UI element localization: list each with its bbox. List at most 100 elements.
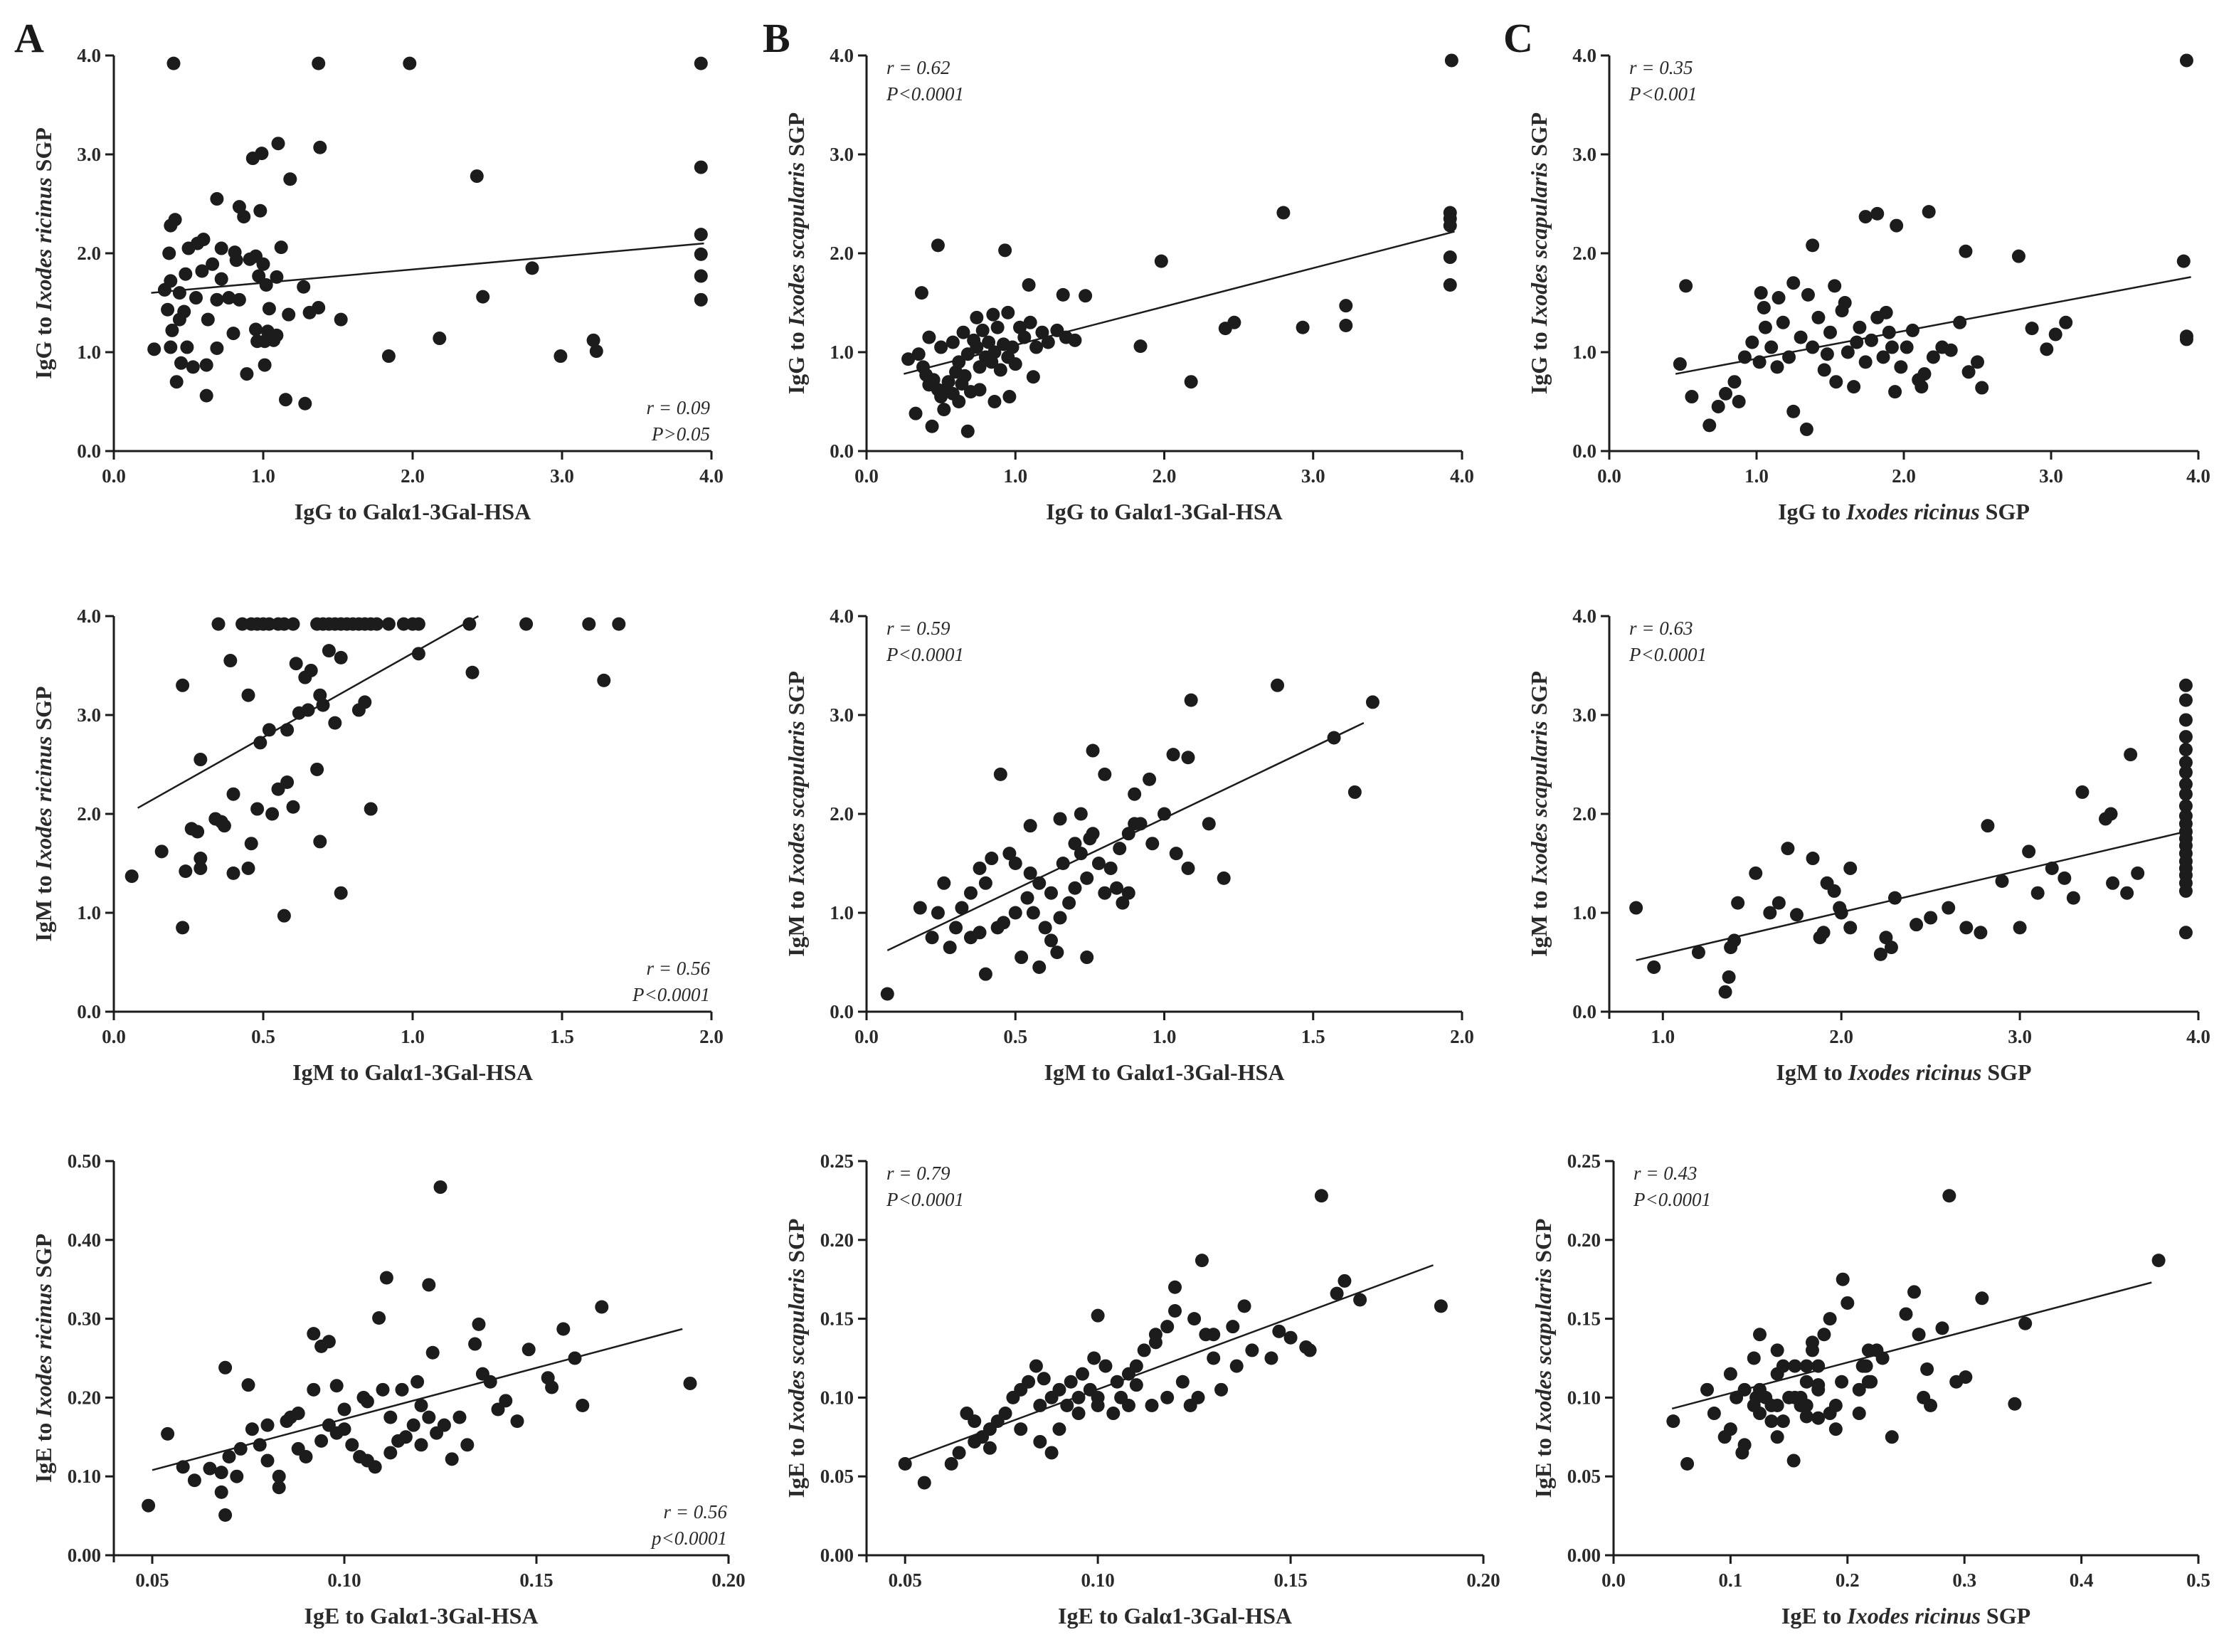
data-point [1014,1422,1028,1436]
data-point [161,302,175,317]
data-point [952,395,966,408]
data-point [1841,345,1855,359]
data-point [2178,730,2193,744]
p-value: P<0.0001 [886,644,964,665]
y-axis-label: IgE to Ixodes scapularis SGP [783,1219,809,1498]
data-point [226,866,240,880]
data-point [1753,1328,1767,1342]
data-point [1113,842,1127,856]
data-point [1813,931,1827,945]
data-point [1303,1343,1317,1357]
data-point [998,243,1012,258]
x-tick-label: 0.15 [1273,1569,1307,1591]
data-point [433,1180,447,1195]
data-point [1052,1422,1066,1436]
data-point [1121,827,1135,841]
x-tick-label: 0.15 [519,1569,553,1591]
label-part: Ixodes scapularis [1526,721,1552,885]
data-point [1443,218,1457,233]
data-point [545,1380,559,1394]
label-part: SGP [31,127,56,177]
data-point [968,1434,982,1449]
data-point [1823,1312,1837,1326]
data-point [914,286,928,300]
x-tick-label: 0.4 [2070,1569,2094,1591]
scatter-panel: 0.0 1.0 2.0 3.0 4.0 0.0 1.0 2.0 3.0 4.0 IgG to Gal… [783,45,1474,524]
data-point [922,330,936,344]
data-point [1168,1280,1182,1294]
data-point [1121,1398,1135,1412]
data-point [174,356,188,370]
data-point [328,716,342,730]
scatter-panel: 0.0 1.0 2.0 3.0 4.0 0.0 0.5 1.0 1.5 2.0 IgM to Gal… [31,605,724,1085]
data-point [292,706,306,720]
data-point [172,312,186,327]
data-point [262,723,276,737]
data-point [595,1300,609,1314]
data-point [1443,277,1457,292]
panel-letter-a: A [14,15,44,61]
y-tick-label: 3.0 [77,704,101,726]
correlation-r: r = 0.79 [886,1163,950,1184]
data-point [937,403,951,417]
x-axis-label: IgM to Galα1-3Gal-HSA [1044,1059,1285,1085]
data-point [1900,340,1914,354]
data-point [445,1452,459,1466]
data-point [949,921,963,935]
data-point [946,335,960,349]
correlation-r: r = 0.56 [664,1501,728,1523]
data-point [214,1466,228,1480]
data-point [1772,896,1786,910]
scatter-panel: 0.00 0.10 0.20 0.30 0.40 0.50 0.05 0.10 0.15 0.20… [31,1150,746,1629]
label-part: IgG to [783,326,809,394]
data-point [1873,947,1887,961]
x-tick-label: 0.05 [135,1569,169,1591]
data-point [452,1410,467,1424]
data-point [1823,325,1837,339]
data-point [1974,926,1988,940]
y-axis-label: IgG to Ixodes scapularis SGP [1526,112,1552,394]
data-point [1776,1414,1790,1429]
data-point [956,325,970,339]
data-point [937,876,951,890]
y-tick-label: 2.0 [1572,243,1596,264]
x-tick-label: 2.0 [699,1026,724,1047]
x-tick-label: 1.0 [401,1026,425,1047]
data-point [993,767,1007,781]
data-point [277,909,291,923]
x-tick-label: 0.10 [1081,1569,1115,1591]
data-point [993,363,1007,377]
scatter-panel: 0.0 1.0 2.0 3.0 4.0 0.0 1.0 2.0 3.0 4.0 IgG to Ixo… [1526,45,2210,524]
data-point [314,1339,329,1353]
data-point [2178,678,2193,692]
data-point [941,375,955,389]
data-point [1020,891,1034,905]
data-point [1106,1407,1121,1421]
data-point [272,1469,286,1483]
data-point [589,344,603,359]
label-part: IgG to [31,311,56,379]
data-point [279,393,292,407]
x-tick-label: 4.0 [699,465,724,487]
data-point [952,1446,966,1460]
x-axis-label: IgG to Galα1-3Gal-HSA [1046,499,1283,524]
data-point [1852,1382,1866,1397]
data-point [1110,1375,1124,1389]
x-axis-label: IgE to Ixodes ricinus SGP [1781,1603,2030,1629]
y-axis-label: IgG to Ixodes scapularis SGP [783,112,809,394]
data-point [1062,896,1076,910]
data-point [283,172,297,186]
data-point [187,1473,201,1488]
data-point [1811,1382,1826,1397]
x-tick-label: 1.0 [251,465,275,487]
data-point [1858,355,1873,369]
data-point [260,1454,275,1468]
data-point [1158,807,1171,821]
data-point [898,1456,912,1471]
data-point [911,347,926,361]
data-point [576,1398,590,1412]
x-tick-label: 3.0 [1301,465,1325,487]
data-point [1899,1307,1913,1321]
data-point [978,876,992,890]
data-point [2045,861,2059,875]
